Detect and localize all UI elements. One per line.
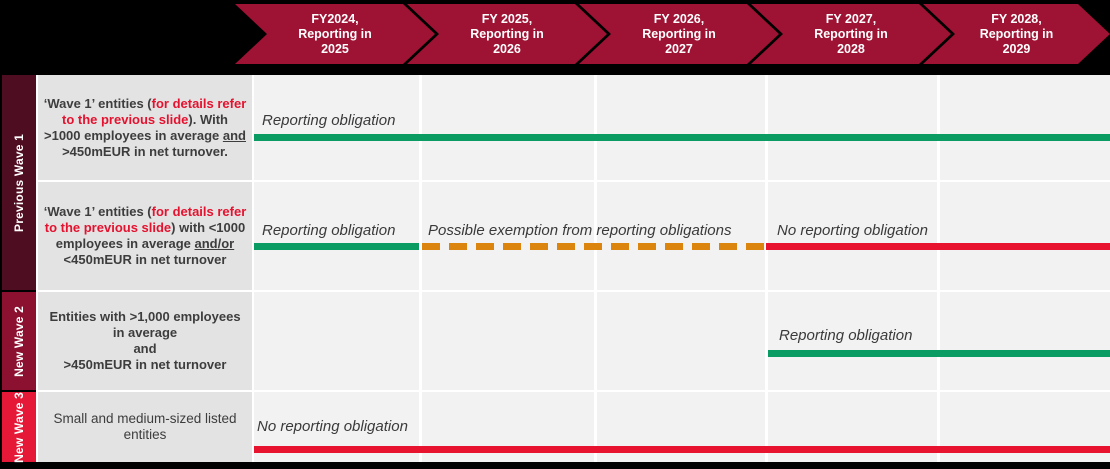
wave-group-previous-wave-1: Previous Wave 1: [2, 75, 36, 290]
grid-cell: [940, 182, 1110, 290]
grid-cell: [597, 182, 765, 290]
description-text: ‘Wave 1’ entities (for details refer to …: [43, 96, 247, 160]
grid-cell: [422, 75, 594, 180]
wave-group-new-wave-2: New Wave 2: [2, 292, 36, 390]
grid-cell: [597, 75, 765, 180]
wave-group-label: New Wave 2: [12, 305, 26, 377]
description-highlight: for details refer to the previous slide: [61, 95, 247, 127]
chevron-label: FY 2025, Reporting in 2026: [470, 11, 544, 56]
grid-cell: [422, 182, 594, 290]
bar-label-no-reporting-obligation: No reporting obligation: [777, 222, 928, 239]
description-text: Small and medium-sized listed entities: [53, 411, 237, 442]
chevron-label: FY 2027, Reporting in 2028: [814, 11, 888, 56]
bar-reporting-obligation-wave2: [768, 350, 1110, 357]
wave-group-label: Previous Wave 1: [12, 133, 26, 232]
bar-label-possible-exemption: Possible exemption from reporting obliga…: [428, 222, 732, 239]
bar-no-reporting-obligation-wave3: [254, 446, 1110, 453]
grid-cell: [422, 292, 594, 390]
grid-cell: [768, 75, 937, 180]
description-underlined: and/or: [194, 236, 235, 251]
bar-label-reporting-obligation: Reporting obligation: [262, 112, 396, 129]
description-segment: <450mEUR in net turnover: [63, 252, 227, 267]
bar-label-reporting-obligation: Reporting obligation: [779, 327, 913, 344]
bar-reporting-obligation-wave1-small: [254, 243, 419, 250]
bar-no-reporting-obligation-wave1-small: [766, 243, 1110, 250]
description-underlined: and: [222, 127, 246, 143]
grid-cell: [768, 292, 937, 390]
row-description-wave3: Small and medium-sized listed entities: [38, 392, 252, 462]
description-segment: ). With >1000 employees in average: [44, 111, 228, 143]
description-segment: ) with <1000 employees in average: [55, 220, 246, 251]
grid-cell: [940, 292, 1110, 390]
timeline-chevron-fy2028: FY 2028, Reporting in 2029: [923, 4, 1110, 64]
description-segment: ‘Wave 1’ entities (: [43, 95, 152, 111]
grid-cell: [254, 75, 419, 180]
chevron-label: FY 2028, Reporting in 2029: [979, 11, 1054, 56]
row-description-wave1-small: ‘Wave 1’ entities (for details refer to …: [38, 182, 252, 290]
timeline-chevron-fy2027: FY 2027, Reporting in 2028: [751, 4, 951, 64]
description-highlight: for details refer to the previous slide: [44, 204, 247, 235]
description-text: ‘Wave 1’ entities (for details refer to …: [43, 204, 247, 268]
chevron-label: FY2024, Reporting in 2025: [298, 11, 372, 56]
grid-cell: [254, 182, 419, 290]
bar-possible-exemption-wave1-small: [422, 243, 765, 250]
timeline-chevron-fy2025: FY 2025, Reporting in 2026: [407, 4, 607, 64]
grid-cell: [597, 292, 765, 390]
row-description-wave1-large: ‘Wave 1’ entities (for details refer to …: [38, 75, 252, 180]
timeline-chevron-fy2026: FY 2026, Reporting in 2027: [579, 4, 779, 64]
grid-cell: [254, 292, 419, 390]
description-text: Entities with >1,000 employees in averag…: [49, 309, 241, 372]
bar-label-no-reporting-obligation: No reporting obligation: [257, 418, 408, 435]
description-segment: >450mEUR in net turnover.: [62, 143, 228, 159]
chevron-label: FY 2026, Reporting in 2027: [642, 11, 716, 56]
bar-reporting-obligation-wave1-large: [254, 134, 1110, 141]
grid-cell: [940, 75, 1110, 180]
bar-label-reporting-obligation: Reporting obligation: [262, 222, 396, 239]
timeline-chevron-fy2024: FY2024, Reporting in 2025: [235, 4, 435, 64]
description-segment: ‘Wave 1’ entities (: [43, 204, 152, 219]
grid-cell: [768, 182, 937, 290]
row-description-wave2: Entities with >1,000 employees in averag…: [38, 292, 252, 390]
wave-group-new-wave-3: New Wave 3: [2, 392, 36, 462]
wave-group-label: New Wave 3: [12, 391, 26, 463]
